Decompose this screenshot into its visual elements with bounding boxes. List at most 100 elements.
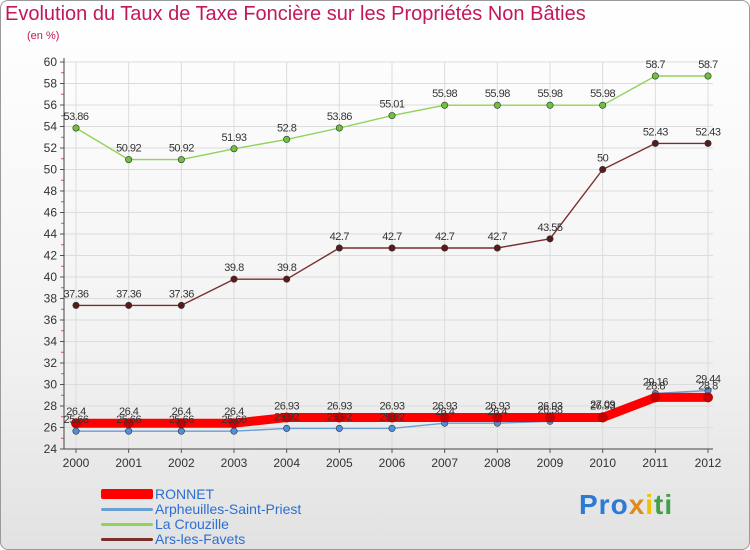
data-point bbox=[597, 412, 608, 423]
data-point bbox=[335, 244, 343, 252]
data-label: 50.92 bbox=[116, 143, 141, 155]
data-point bbox=[281, 412, 292, 423]
data-label: 25.92 bbox=[327, 411, 352, 423]
y-tick-label: 50 bbox=[44, 163, 58, 177]
y-tick-label: 54 bbox=[44, 120, 58, 134]
data-label: 53.86 bbox=[63, 111, 88, 123]
data-label: 26.93 bbox=[327, 401, 352, 413]
data-point bbox=[651, 139, 659, 147]
legend-label-ronnet: RONNET bbox=[155, 486, 215, 502]
legend-swatch-la-crouzille bbox=[101, 523, 153, 526]
x-tick-label: 2002 bbox=[168, 456, 195, 470]
data-point bbox=[72, 301, 80, 309]
x-tick-label: 2006 bbox=[379, 456, 406, 470]
data-label: 55.98 bbox=[590, 88, 615, 100]
data-label: 26.4 bbox=[488, 406, 508, 418]
data-label: 37.36 bbox=[116, 288, 141, 300]
y-tick-label: 24 bbox=[44, 442, 58, 456]
x-tick-label: 2010 bbox=[589, 456, 616, 470]
x-tick-label: 2003 bbox=[221, 456, 248, 470]
x-tick-label: 2008 bbox=[484, 456, 511, 470]
data-point bbox=[704, 139, 712, 147]
data-point bbox=[125, 156, 133, 164]
data-label: 25.66 bbox=[116, 414, 141, 426]
data-point bbox=[335, 424, 343, 432]
logo-part: i bbox=[645, 489, 655, 520]
data-point bbox=[283, 424, 291, 432]
data-point bbox=[177, 427, 185, 435]
y-tick-label: 28 bbox=[44, 399, 58, 413]
data-point bbox=[283, 275, 291, 283]
data-label: 25.66 bbox=[221, 414, 246, 426]
logo-part: x bbox=[628, 489, 646, 520]
data-label: 42.7 bbox=[435, 231, 455, 243]
data-point bbox=[72, 124, 80, 132]
legend-item-ars-les-favets: Ars-les-Favets bbox=[101, 531, 361, 548]
data-point bbox=[546, 235, 554, 243]
data-label: 27.09 bbox=[590, 399, 615, 411]
logo-part: ti bbox=[654, 489, 674, 520]
data-point bbox=[493, 244, 501, 252]
y-tick-label: 30 bbox=[44, 378, 58, 392]
y-tick-label: 26 bbox=[44, 421, 58, 435]
y-tick-label: 42 bbox=[44, 249, 58, 263]
data-point bbox=[703, 392, 713, 403]
data-label: 50 bbox=[597, 153, 609, 165]
data-label: 26.93 bbox=[379, 401, 404, 413]
data-label: 55.98 bbox=[432, 88, 457, 100]
data-label: 42.7 bbox=[382, 231, 402, 243]
data-label: 26.4 bbox=[172, 406, 192, 418]
data-point bbox=[599, 166, 607, 174]
data-point bbox=[123, 418, 134, 429]
data-label: 55.01 bbox=[379, 99, 404, 111]
data-point bbox=[177, 301, 185, 309]
data-label: 26.93 bbox=[432, 401, 457, 413]
data-label: 28.8 bbox=[698, 380, 718, 392]
data-point bbox=[176, 418, 187, 429]
data-point bbox=[439, 412, 450, 423]
data-label: 26.93 bbox=[537, 401, 562, 413]
data-label: 26.4 bbox=[66, 406, 86, 418]
y-tick-label: 36 bbox=[44, 313, 58, 327]
data-label: 26.4 bbox=[224, 406, 244, 418]
legend-label-la-crouzille: La Crouzille bbox=[155, 516, 229, 532]
data-label: 52.43 bbox=[643, 126, 668, 138]
data-label: 39.8 bbox=[277, 262, 297, 274]
chart-title: Evolution du Taux de Taxe Foncière sur l… bbox=[5, 3, 586, 25]
data-label: 25.66 bbox=[63, 414, 88, 426]
data-point bbox=[492, 412, 503, 423]
y-tick-label: 44 bbox=[44, 227, 58, 241]
data-label: 29.16 bbox=[643, 377, 668, 389]
data-label: 52.8 bbox=[277, 122, 297, 134]
data-label: 55.98 bbox=[485, 88, 510, 100]
legend-swatch-ronnet bbox=[101, 489, 153, 499]
legend-label-ars-les-favets: Ars-les-Favets bbox=[155, 531, 246, 547]
x-tick-label: 2011 bbox=[642, 456, 668, 470]
y-tick-label: 46 bbox=[44, 206, 58, 220]
data-point bbox=[229, 418, 239, 429]
data-point bbox=[704, 72, 712, 80]
data-label: 51.93 bbox=[221, 132, 246, 144]
x-tick-label: 2001 bbox=[115, 456, 142, 470]
data-label: 26.58 bbox=[537, 404, 562, 416]
data-point bbox=[283, 135, 291, 143]
data-label: 37.36 bbox=[169, 288, 194, 300]
data-point bbox=[545, 412, 555, 423]
data-point bbox=[72, 427, 80, 435]
y-tick-label: 48 bbox=[44, 184, 58, 198]
data-label: 58.7 bbox=[698, 59, 718, 71]
x-tick-label: 2000 bbox=[63, 456, 90, 470]
y-tick-label: 40 bbox=[44, 270, 58, 284]
data-label: 26.4 bbox=[119, 406, 139, 418]
data-point bbox=[388, 424, 396, 432]
data-label: 26.4 bbox=[435, 406, 455, 418]
data-point bbox=[388, 112, 396, 120]
data-label: 26.93 bbox=[590, 401, 615, 413]
data-point bbox=[125, 301, 133, 309]
data-label: 55.98 bbox=[537, 88, 562, 100]
data-point bbox=[441, 244, 449, 252]
legend-swatch-ars-les-favets bbox=[101, 538, 153, 541]
y-tick-label: 56 bbox=[44, 98, 58, 112]
